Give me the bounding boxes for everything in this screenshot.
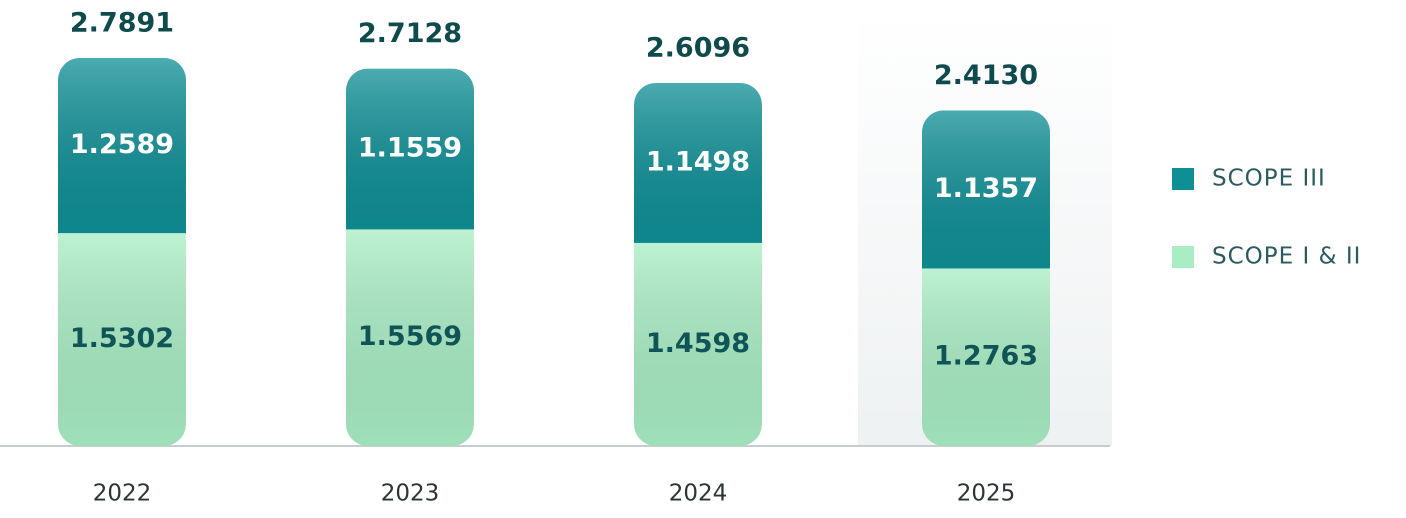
segment-label: 1.2589 xyxy=(70,129,174,160)
total-label: 2.7891 xyxy=(70,8,174,39)
bar-stack xyxy=(346,68,474,446)
x-tick-label: 2025 xyxy=(957,481,1016,507)
legend-swatch xyxy=(1172,168,1194,190)
x-tick-label: 2022 xyxy=(93,481,152,507)
bar-shade xyxy=(346,229,474,446)
segment-label: 1.5569 xyxy=(358,321,462,352)
bar-shade xyxy=(922,110,1050,269)
legend-label: SCOPE III xyxy=(1212,166,1326,192)
bar-shade xyxy=(58,58,186,234)
legend-label: SCOPE I & II xyxy=(1212,244,1361,270)
bar-shade xyxy=(634,242,762,446)
bar-shade xyxy=(58,233,186,446)
segment-label: 1.1357 xyxy=(934,173,1038,204)
bar-stack xyxy=(922,110,1050,446)
total-label: 2.6096 xyxy=(646,32,750,63)
legend-swatch xyxy=(1172,246,1194,268)
bar-shade xyxy=(634,82,762,243)
segment-label: 1.4598 xyxy=(646,328,750,359)
x-tick-label: 2023 xyxy=(381,481,440,507)
bar-stack xyxy=(58,58,186,446)
total-label: 2.4130 xyxy=(934,60,1038,91)
segment-label: 1.1559 xyxy=(358,133,462,164)
segment-label: 1.5302 xyxy=(70,323,174,354)
bar-shade xyxy=(346,68,474,230)
bar-stack xyxy=(634,82,762,446)
segment-label: 1.2763 xyxy=(934,341,1038,372)
total-label: 2.7128 xyxy=(358,18,462,49)
bar-shade xyxy=(922,268,1050,446)
x-tick-label: 2024 xyxy=(669,481,728,507)
segment-label: 1.1498 xyxy=(646,146,750,177)
